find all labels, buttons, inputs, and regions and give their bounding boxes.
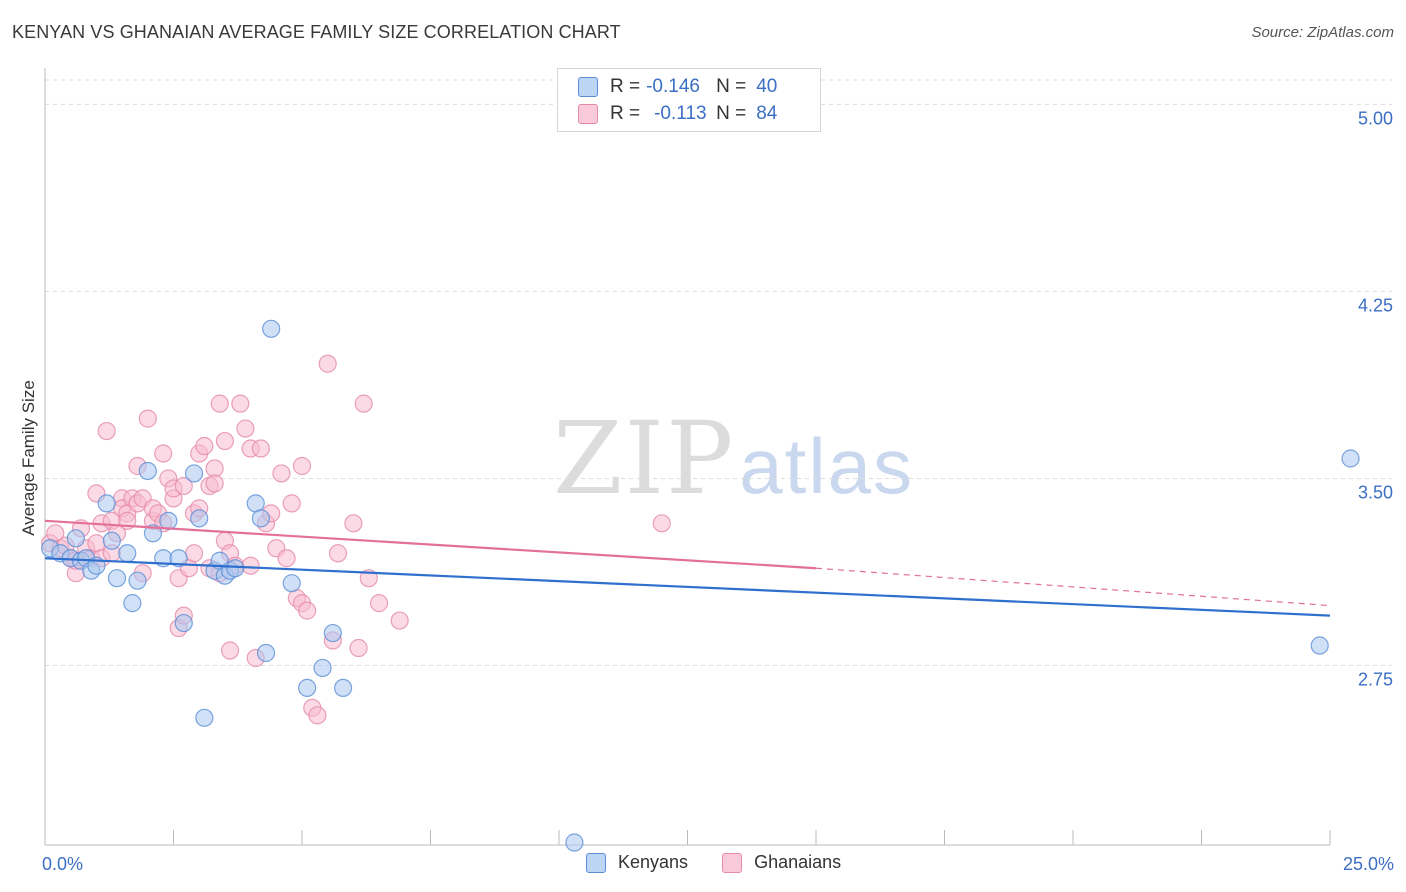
y-tick-label: 2.75	[1358, 669, 1393, 689]
kenyan-point	[174, 613, 193, 633]
kenyan-point	[313, 658, 332, 678]
kenyan-point	[565, 833, 584, 852]
ghanaians-swatch	[578, 104, 598, 124]
kenyan-point	[334, 678, 353, 698]
legend-r-value: -0.113	[654, 103, 707, 124]
kenyan-point	[282, 574, 301, 593]
axis-labels: 2.75 3.50 4.25 5.00 0.0% 25.0% Average Family …	[19, 108, 1394, 874]
correlation-legend: R = -0.146 N = 40 R = -0.113 N = 84	[557, 68, 821, 132]
watermark-zip: ZIP	[553, 400, 736, 517]
watermark: ZIPatlas	[553, 400, 914, 517]
legend-label-ghanaians: Ghanaians	[754, 852, 842, 872]
legend-item-kenyans[interactable]: Kenyans	[586, 852, 688, 873]
kenyans-swatch	[578, 77, 598, 97]
kenyans-legend-swatch	[586, 852, 606, 873]
kenyan-point	[143, 524, 163, 543]
kenyan-point	[1310, 636, 1329, 655]
kenyan-point	[159, 511, 178, 530]
ghanaian-point	[220, 641, 240, 660]
series-legend: Kenyans Ghanaians	[586, 852, 875, 873]
ghanaian-point	[97, 421, 116, 441]
ghanaian-point	[344, 514, 363, 533]
legend-n-value: 84	[756, 103, 778, 124]
kenyan-point	[323, 623, 342, 643]
trend-lines	[44, 519, 1331, 617]
kenyan-point	[169, 549, 188, 568]
kenyan-point	[256, 643, 276, 663]
legend-r-label: R =	[610, 103, 641, 124]
legend-r-value: -0.146	[646, 76, 700, 97]
ghanaian-point	[298, 601, 317, 620]
ghanaian-point	[282, 494, 301, 513]
ghanaians-trend-extension	[815, 567, 1331, 607]
ghanaian-point	[292, 456, 312, 476]
ghanaian-point	[349, 638, 368, 658]
legend-row-kenyans: R = -0.146 N = 40	[578, 75, 777, 99]
kenyan-point	[97, 494, 116, 513]
legend-n-label: N =	[716, 103, 747, 124]
kenyan-point	[107, 569, 127, 588]
ghanaian-point	[215, 431, 234, 451]
x-tick-label-min: 0.0%	[42, 854, 83, 874]
y-tick-label: 3.50	[1358, 482, 1393, 502]
kenyan-point	[138, 461, 157, 481]
source-label: Source: ZipAtlas.com	[1251, 24, 1394, 41]
y-axis-title: Average Family Size	[19, 380, 38, 536]
kenyan-point	[262, 319, 281, 338]
kenyan-point	[118, 544, 137, 563]
kenyan-point	[123, 594, 142, 613]
axes	[44, 68, 1331, 846]
ghanaian-point	[272, 464, 291, 483]
ghanaians-legend-swatch	[722, 852, 743, 873]
y-tick-label: 4.25	[1358, 295, 1393, 315]
ghanaian-point	[390, 611, 409, 630]
kenyans-trend-line	[44, 557, 1331, 617]
kenyan-point	[184, 464, 204, 483]
ghanaian-point	[174, 476, 193, 496]
kenyan-point	[251, 509, 270, 528]
kenyan-point	[195, 708, 214, 727]
kenyan-point	[298, 678, 317, 698]
kenyan-point	[66, 529, 85, 548]
ghanaian-point	[184, 544, 204, 563]
kenyan-point	[226, 559, 245, 578]
ghanaian-point	[308, 706, 327, 725]
ghanaian-point	[251, 439, 270, 458]
ghanaian-point	[236, 419, 255, 438]
y-tick-label: 5.00	[1358, 108, 1393, 128]
ghanaian-point	[195, 436, 214, 456]
legend-label-kenyans: Kenyans	[618, 852, 689, 872]
kenyan-point	[102, 531, 121, 550]
ghanaian-point	[154, 444, 173, 463]
ghanaian-point	[318, 354, 337, 373]
x-tick-label-max: 25.0%	[1343, 854, 1394, 874]
data-points	[41, 319, 1360, 852]
ghanaian-point	[652, 514, 671, 533]
ghanaian-point	[370, 594, 389, 613]
legend-n-label: N =	[716, 76, 747, 97]
legend-n-value: 40	[756, 76, 778, 97]
kenyan-point	[128, 571, 147, 590]
kenyan-point	[190, 509, 209, 528]
ghanaians-trend-line	[44, 519, 817, 570]
ghanaian-point	[138, 409, 157, 428]
legend-item-ghanaians[interactable]: Ghanaians	[722, 852, 841, 873]
ghanaian-point	[277, 549, 296, 568]
ghanaian-point	[205, 474, 224, 493]
watermark-atlas: atlas	[739, 422, 915, 510]
kenyan-point	[1341, 449, 1360, 468]
ghanaian-point	[354, 394, 373, 413]
gridlines	[45, 79, 1392, 666]
legend-r-label: R =	[610, 76, 641, 97]
ghanaian-point	[231, 394, 250, 413]
chart-title: KENYAN VS GHANAIAN AVERAGE FAMILY SIZE C…	[12, 22, 621, 42]
ghanaian-point	[210, 394, 229, 413]
legend-row-ghanaians: R = -0.113 N = 84	[578, 102, 777, 126]
ghanaian-point	[241, 556, 260, 575]
ghanaian-point	[328, 544, 348, 563]
